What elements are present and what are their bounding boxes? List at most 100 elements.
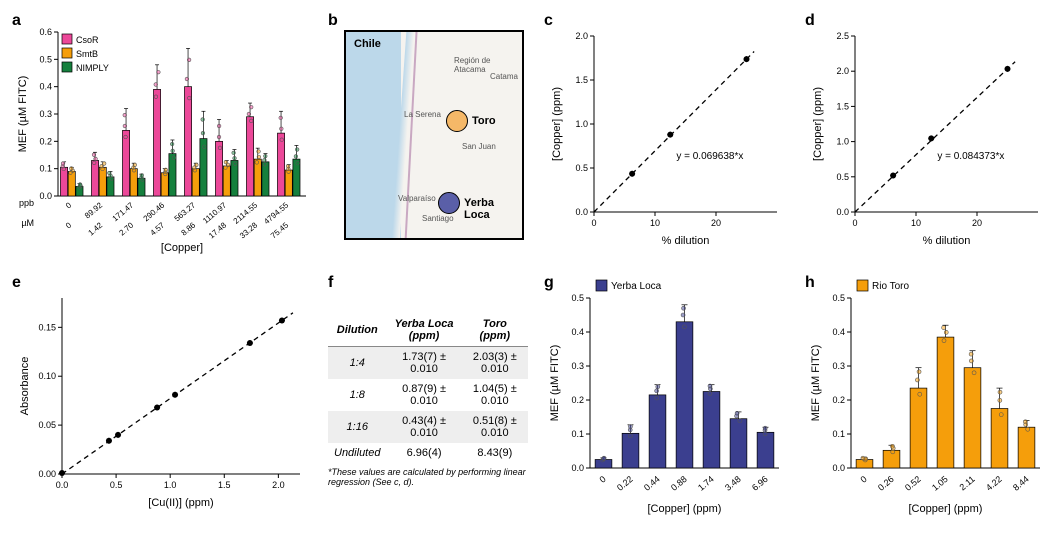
- map-city-catama: Catama: [490, 72, 518, 81]
- svg-text:3.48: 3.48: [723, 474, 743, 493]
- svg-text:0.5: 0.5: [832, 293, 845, 303]
- map-country: Chile: [354, 38, 381, 50]
- table-cell: 6.96(4): [386, 443, 461, 463]
- svg-text:2.5: 2.5: [836, 31, 849, 41]
- svg-text:33.28: 33.28: [238, 220, 260, 240]
- svg-text:20: 20: [711, 218, 721, 228]
- chart-e: 0.000.050.100.150.00.51.01.52.0Absorbanc…: [12, 274, 312, 524]
- svg-text:1110.97: 1110.97: [201, 200, 228, 225]
- svg-text:75.45: 75.45: [269, 220, 291, 240]
- svg-text:CsoR: CsoR: [76, 35, 99, 45]
- svg-text:563.27: 563.27: [173, 200, 198, 223]
- svg-text:[Cu(II)] (ppm): [Cu(II)] (ppm): [148, 497, 213, 509]
- svg-text:2.0: 2.0: [272, 480, 285, 490]
- svg-text:1.0: 1.0: [836, 137, 849, 147]
- svg-text:290.46: 290.46: [142, 200, 167, 223]
- svg-text:0.3: 0.3: [832, 361, 845, 371]
- svg-text:% dilution: % dilution: [662, 235, 710, 247]
- col-toro: Toro (ppm): [462, 314, 528, 347]
- svg-text:[Copper] (ppm): [Copper] (ppm): [648, 503, 722, 515]
- svg-text:1.42: 1.42: [86, 220, 104, 237]
- panel-label-e: e: [12, 274, 21, 292]
- map-marker-yerba-loca: [438, 192, 460, 214]
- table-cell: 0.87(9) ± 0.010: [386, 379, 461, 411]
- svg-text:1.5: 1.5: [575, 75, 588, 85]
- svg-text:0.2: 0.2: [39, 136, 52, 146]
- svg-text:0: 0: [598, 474, 608, 485]
- svg-text:0.5: 0.5: [575, 163, 588, 173]
- svg-text:4.22: 4.22: [984, 474, 1004, 493]
- svg-text:10: 10: [911, 218, 921, 228]
- panel-label-a: a: [12, 12, 21, 30]
- panel-label-c: c: [544, 12, 553, 30]
- table-cell: 1:8: [328, 379, 386, 411]
- svg-text:1.74: 1.74: [696, 474, 716, 493]
- table-cell: 0.43(4) ± 0.010: [386, 411, 461, 443]
- svg-text:[Copper]: [Copper]: [161, 242, 203, 254]
- table-row: 1:160.43(4) ± 0.0100.51(8) ± 0.010: [328, 411, 528, 443]
- svg-text:0.88: 0.88: [669, 474, 689, 493]
- panel-label-g: g: [544, 274, 554, 292]
- svg-text:0.6: 0.6: [39, 27, 52, 37]
- svg-text:0.1: 0.1: [39, 164, 52, 174]
- map-city-laserena: La Serena: [404, 110, 441, 119]
- svg-text:Absorbance: Absorbance: [19, 357, 31, 416]
- svg-text:0.0: 0.0: [575, 207, 588, 217]
- svg-text:20: 20: [972, 218, 982, 228]
- table-row: 1:80.87(9) ± 0.0101.04(5) ± 0.010: [328, 379, 528, 411]
- panel-g: g Yerba Loca0.00.10.20.30.40.5MEF (µM FI…: [544, 274, 789, 524]
- svg-text:0.0: 0.0: [39, 191, 52, 201]
- panel-f: f Dilution Yerba Loca (ppm) Toro (ppm) 1…: [328, 274, 528, 524]
- svg-text:ppb: ppb: [19, 198, 34, 208]
- svg-text:0.0: 0.0: [836, 207, 849, 217]
- svg-text:0.15: 0.15: [38, 322, 56, 332]
- panel-b: b Chile Región de Atacama Catama La Sere…: [328, 12, 528, 262]
- svg-text:1.05: 1.05: [930, 474, 950, 493]
- svg-text:0.5: 0.5: [571, 293, 584, 303]
- svg-text:17.48: 17.48: [207, 220, 229, 240]
- table-f: Dilution Yerba Loca (ppm) Toro (ppm) 1:4…: [328, 314, 528, 463]
- table-row: Undiluted6.96(4)8.43(9): [328, 443, 528, 463]
- map-chile: Chile Región de Atacama Catama La Serena…: [344, 30, 524, 240]
- svg-text:y = 0.069638*x: y = 0.069638*x: [676, 151, 743, 162]
- svg-text:2.0: 2.0: [575, 31, 588, 41]
- svg-text:0.2: 0.2: [571, 395, 584, 405]
- svg-text:0.0: 0.0: [571, 463, 584, 473]
- svg-text:0.26: 0.26: [876, 474, 896, 493]
- svg-text:NIMPLY: NIMPLY: [76, 63, 109, 73]
- svg-text:0.4: 0.4: [832, 327, 845, 337]
- map-city-santiago: Santiago: [422, 214, 454, 223]
- svg-text:0.2: 0.2: [832, 395, 845, 405]
- svg-text:0.52: 0.52: [903, 474, 923, 493]
- svg-text:10: 10: [650, 218, 660, 228]
- svg-text:1.5: 1.5: [836, 101, 849, 111]
- table-cell: 1.04(5) ± 0.010: [462, 379, 528, 411]
- svg-text:2114.55: 2114.55: [232, 200, 260, 225]
- svg-text:MEF (µM FITC): MEF (µM FITC): [810, 345, 822, 422]
- panel-c: c 0.00.51.01.52.001020[Copper] (ppm)% di…: [544, 12, 789, 262]
- chart-h: Rio Toro0.00.10.20.30.40.5MEF (µM FITC)0…: [805, 274, 1050, 524]
- map-marker-label: Yerba Loca: [464, 197, 522, 221]
- figure-grid: a CsoRSmtBNIMPLY0.00.10.20.30.40.50.6MEF…: [12, 12, 1038, 524]
- svg-text:0.00: 0.00: [38, 469, 56, 479]
- svg-text:2.0: 2.0: [836, 66, 849, 76]
- panel-label-f: f: [328, 274, 333, 292]
- chart-d: 0.00.51.01.52.02.501020[Copper] (ppm)% d…: [805, 12, 1050, 262]
- svg-text:0.0: 0.0: [56, 480, 69, 490]
- svg-text:0.5: 0.5: [110, 480, 123, 490]
- svg-text:0.5: 0.5: [39, 54, 52, 64]
- svg-text:8.44: 8.44: [1011, 474, 1031, 493]
- panel-label-h: h: [805, 274, 815, 292]
- svg-text:1.5: 1.5: [218, 480, 231, 490]
- svg-text:[Copper] (ppm): [Copper] (ppm): [812, 87, 824, 161]
- svg-text:y = 0.084373*x: y = 0.084373*x: [937, 151, 1004, 162]
- svg-text:0.1: 0.1: [832, 429, 845, 439]
- svg-text:0: 0: [859, 474, 869, 485]
- table-cell: 2.03(3) ± 0.010: [462, 347, 528, 380]
- svg-text:1.0: 1.0: [575, 119, 588, 129]
- panel-d: d 0.00.51.01.52.02.501020[Copper] (ppm)%…: [805, 12, 1050, 262]
- table-cell: 0.51(8) ± 0.010: [462, 411, 528, 443]
- svg-text:µM: µM: [21, 218, 34, 228]
- svg-text:0.10: 0.10: [38, 371, 56, 381]
- svg-text:0: 0: [64, 200, 74, 210]
